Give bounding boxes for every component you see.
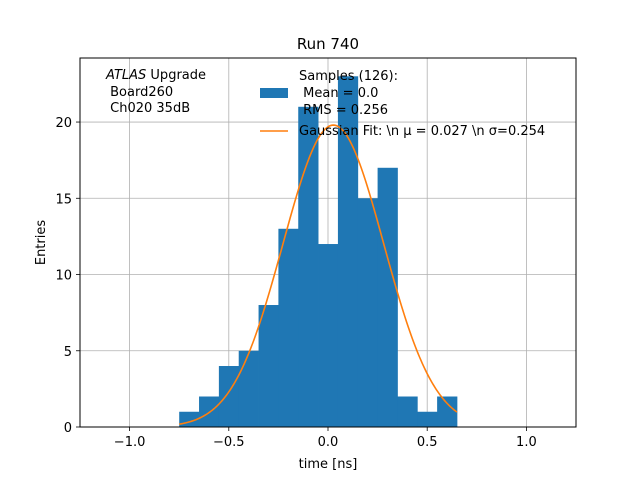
y-axis-ticks: 0 5 10 15 20 <box>55 116 80 436</box>
x-tick-label: 0.5 <box>417 435 438 450</box>
histogram-bar <box>377 167 398 427</box>
gaussian-fit-curve <box>179 124 458 425</box>
chart-title: Run 740 <box>297 35 359 53</box>
x-tick-label: −0.5 <box>213 435 245 450</box>
atlas-annotation: ATLAS Upgrade Board260 Ch020 35dB <box>105 68 206 116</box>
legend-mean-label: Mean = 0.0 <box>299 86 378 101</box>
histogram-bar <box>397 396 418 427</box>
legend-samples-label: Samples (126): <box>299 69 398 84</box>
histogram-bar <box>258 305 279 427</box>
histogram-bar <box>337 76 359 428</box>
histogram-bar <box>417 411 438 427</box>
annotation-line-atlas: ATLAS Upgrade <box>105 68 206 83</box>
legend-fit-label: Gaussian Fit: \n μ = 0.027 \n σ=0.254 <box>299 124 545 139</box>
y-tick-label: 15 <box>55 192 72 207</box>
x-tick-label: 0.0 <box>318 435 339 450</box>
legend: Samples (126): Mean = 0.0 RMS = 0.256 Ga… <box>260 69 545 139</box>
y-tick-label: 20 <box>55 116 72 131</box>
annotation-board: Board260 <box>106 85 173 100</box>
legend-rms-label: RMS = 0.256 <box>299 103 388 118</box>
histogram-bar <box>357 198 378 427</box>
y-tick-label: 0 <box>64 421 72 436</box>
y-tick-label: 10 <box>55 269 72 284</box>
histogram-bar <box>298 106 319 427</box>
x-axis-ticks: −1.0 −0.5 0.0 0.5 1.0 <box>114 427 537 450</box>
annotation-atlas: ATLAS <box>105 68 146 83</box>
histogram-bar <box>437 396 458 427</box>
x-tick-label: 1.0 <box>516 435 537 450</box>
x-tick-label: −1.0 <box>114 435 146 450</box>
histogram-bar <box>218 366 240 427</box>
histogram-bars <box>179 76 458 428</box>
legend-histogram-swatch <box>260 88 288 98</box>
y-tick-label: 5 <box>64 345 72 360</box>
annotation-upgrade: Upgrade <box>150 68 206 83</box>
histogram-bar <box>278 228 299 427</box>
annotation-channel: Ch020 35dB <box>106 101 190 116</box>
histogram-bar <box>238 350 259 427</box>
x-axis-label: time [ns] <box>299 457 358 472</box>
y-axis-label: Entries <box>34 220 49 266</box>
histogram-bar <box>318 244 339 427</box>
